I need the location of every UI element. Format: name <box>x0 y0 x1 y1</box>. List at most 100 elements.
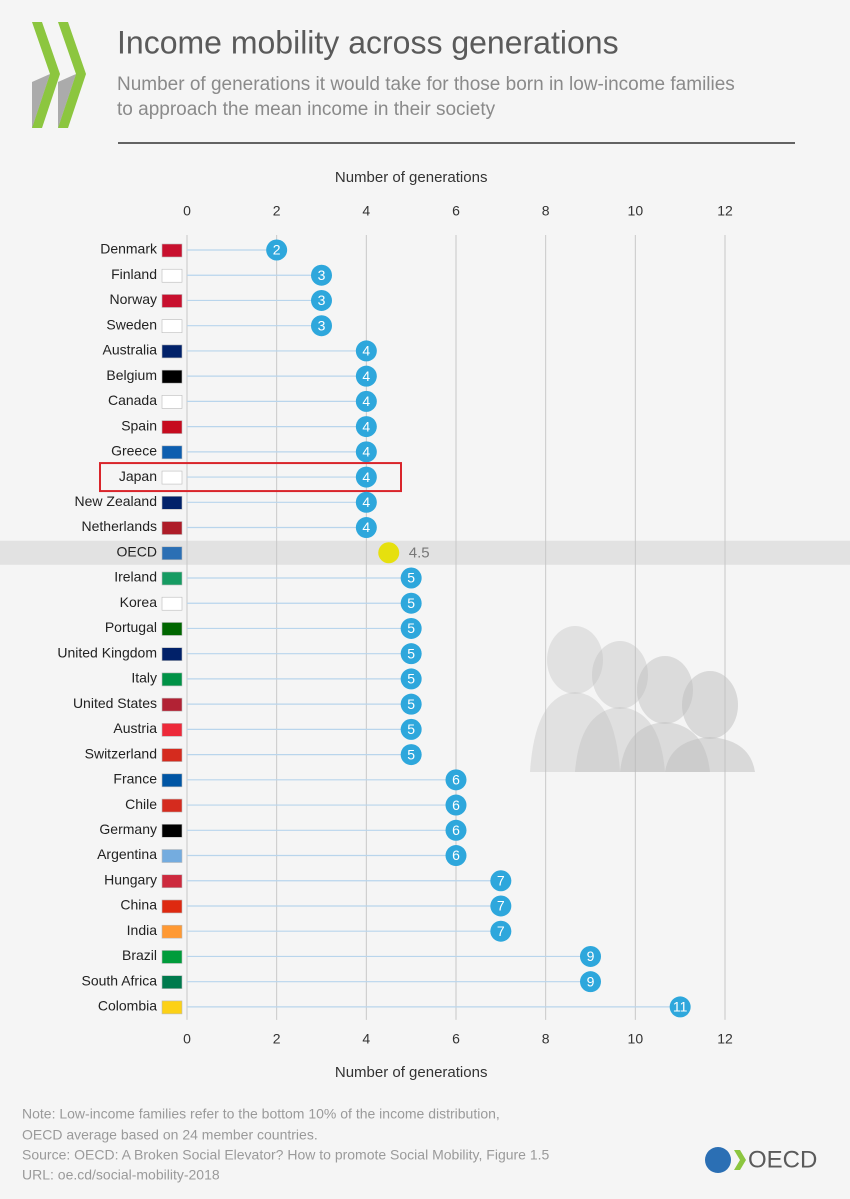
data-label: 4 <box>362 444 370 460</box>
flag <box>161 823 183 838</box>
x-tick-label: 2 <box>273 1031 281 1047</box>
lollipop-dot <box>400 718 422 740</box>
x-tick-label: 4 <box>362 1031 370 1047</box>
data-label: 5 <box>407 570 415 586</box>
data-label: 6 <box>452 847 460 863</box>
silhouette <box>592 641 648 709</box>
category-label: United Kingdom <box>57 644 157 660</box>
category-label: Denmark <box>100 241 158 257</box>
chart-subtitle: to approach the mean income in their soc… <box>117 99 496 120</box>
category-label: Finland <box>111 266 157 282</box>
category-label: Greece <box>111 443 157 459</box>
chart-title: Income mobility across generations <box>117 24 619 60</box>
category-label: Sweden <box>106 316 157 332</box>
lollipop-dot <box>311 289 332 311</box>
x-tick-label: 0 <box>183 203 191 219</box>
x-tick-label: 4 <box>362 203 370 219</box>
category-label: Germany <box>99 821 157 837</box>
x-tick-label: 0 <box>183 1031 191 1047</box>
data-label: 4 <box>362 368 370 384</box>
category-label: New Zealand <box>75 493 158 509</box>
lollipop-dot <box>490 895 512 917</box>
note: Note: Low-income families refer to the b… <box>22 1106 500 1122</box>
lollipop-dot <box>400 592 422 614</box>
category-label: South Africa <box>82 972 158 988</box>
data-label: 9 <box>587 948 595 964</box>
lollipop-dot <box>355 466 377 488</box>
lollipop-dot <box>355 340 377 362</box>
data-label: 4 <box>362 343 370 359</box>
category-label: Norway <box>110 291 157 307</box>
category-label: Austria <box>113 720 157 736</box>
data-label: 7 <box>497 898 505 914</box>
flag <box>161 849 183 863</box>
data-label: 5 <box>407 721 415 737</box>
data-label: 7 <box>497 872 505 888</box>
lollipop-dot <box>400 744 422 766</box>
flag <box>161 243 183 258</box>
data-label: 5 <box>407 595 415 611</box>
lollipop-dot <box>311 264 332 286</box>
logo-chevron <box>58 22 86 128</box>
lollipop-dot <box>580 945 601 967</box>
category-label: Australia <box>103 342 158 358</box>
flag <box>161 1000 183 1015</box>
data-label: 5 <box>407 696 415 712</box>
silhouette <box>637 656 693 724</box>
category-label: India <box>127 922 158 938</box>
flag <box>161 647 183 661</box>
lollipop-dot <box>355 491 377 513</box>
lollipop-dot <box>355 365 377 387</box>
flag <box>161 470 183 485</box>
category-label: United States <box>73 695 157 711</box>
category-label: Spain <box>121 417 157 433</box>
category-label: Japan <box>119 468 157 484</box>
data-label: 7 <box>497 923 505 939</box>
flag <box>161 344 183 359</box>
lollipop-dot <box>355 441 377 463</box>
data-label: 4 <box>362 393 370 409</box>
data-label: 6 <box>452 797 460 813</box>
lollipop-dot <box>355 517 377 539</box>
x-tick-label: 6 <box>452 203 460 219</box>
note: OECD average based on 24 member countrie… <box>22 1127 318 1143</box>
lollipop-dot <box>490 920 512 942</box>
flag <box>161 319 183 333</box>
data-label: 4.5 <box>409 545 430 562</box>
flag <box>161 748 183 762</box>
lollipop-dot <box>400 668 422 690</box>
flag <box>161 395 183 409</box>
x-tick-label: 6 <box>452 1031 460 1047</box>
x-tick-label: 10 <box>628 1031 644 1047</box>
data-label: 2 <box>273 242 281 258</box>
data-label: 5 <box>407 746 415 762</box>
lollipop-dot <box>445 794 467 816</box>
silhouette <box>547 626 603 694</box>
data-label: 5 <box>407 645 415 661</box>
flag <box>161 975 183 989</box>
x-axis-title: Number of generations <box>335 1064 488 1081</box>
flag <box>161 268 183 283</box>
category-label: Ireland <box>114 569 157 585</box>
data-label: 4 <box>362 418 370 434</box>
category-label: France <box>113 771 157 787</box>
silhouette <box>665 737 755 772</box>
category-label: Switzerland <box>85 745 157 761</box>
flag <box>161 723 183 737</box>
reference-band <box>0 540 850 565</box>
category-label: Korea <box>120 594 158 610</box>
data-label: 4 <box>362 494 370 510</box>
lollipop-dot <box>400 617 422 639</box>
x-tick-label: 8 <box>542 1031 550 1047</box>
data-label: 11 <box>673 999 688 1015</box>
flag <box>161 445 183 460</box>
category-label: Portugal <box>105 619 157 635</box>
lollipop-dot <box>445 819 467 841</box>
flag <box>161 521 183 535</box>
x-axis-title: Number of generations <box>335 169 488 186</box>
logo-shade <box>32 74 50 128</box>
category-label: Argentina <box>97 846 157 862</box>
category-label: Colombia <box>98 998 157 1014</box>
category-label: Canada <box>108 392 157 408</box>
